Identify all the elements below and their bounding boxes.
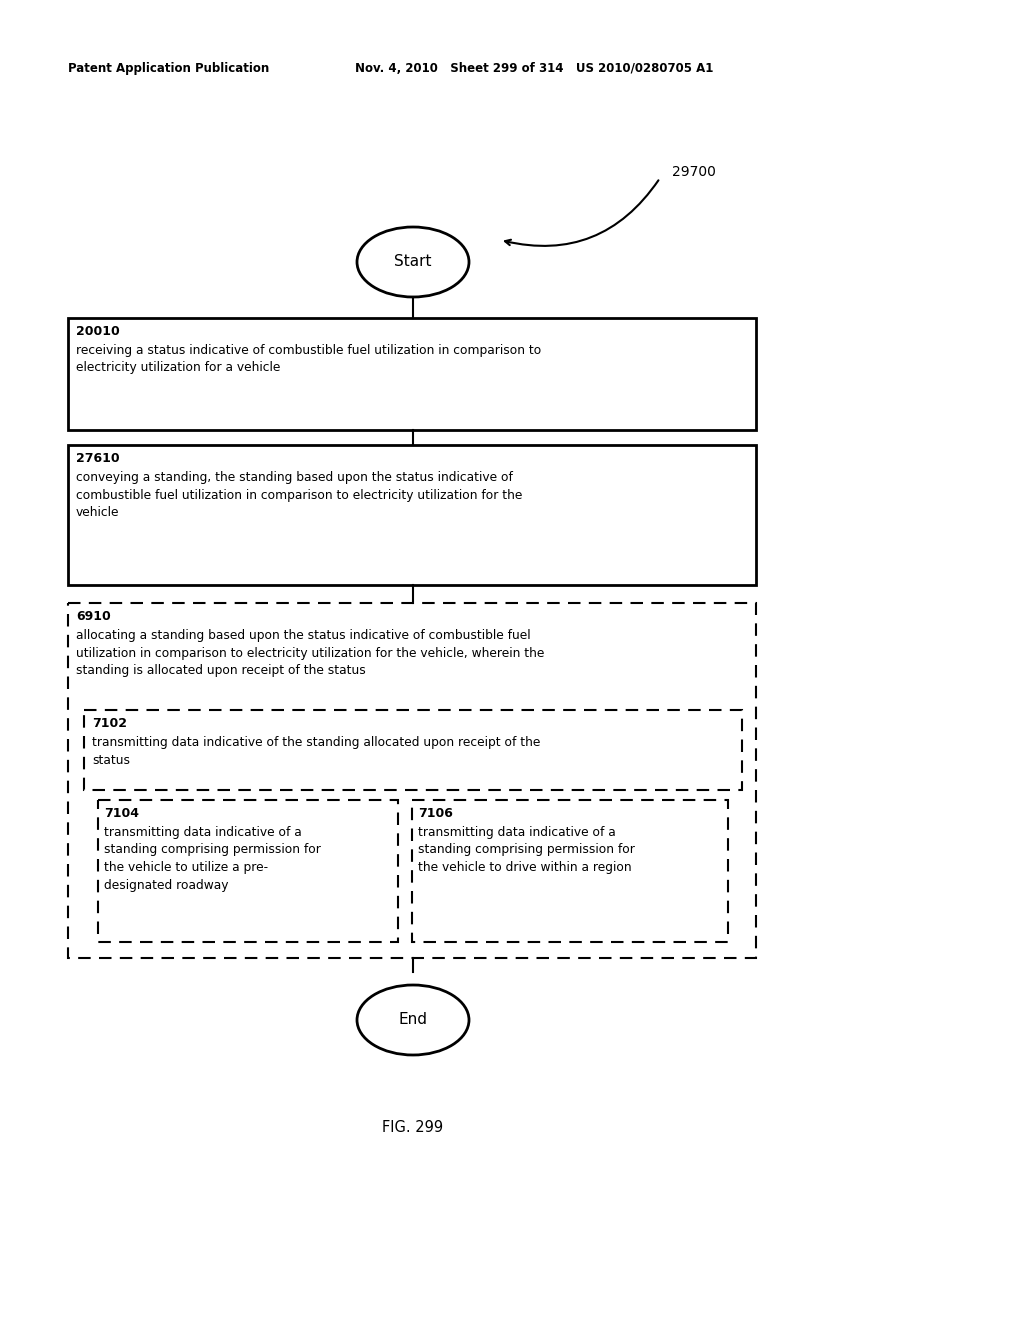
Text: 20010: 20010: [76, 325, 120, 338]
Bar: [84, 710, 742, 789]
Bar: [412, 800, 728, 942]
Text: FIG. 299: FIG. 299: [382, 1119, 443, 1135]
Text: 29700: 29700: [672, 165, 716, 180]
Text: transmitting data indicative of the standing allocated upon receipt of the
statu: transmitting data indicative of the stan…: [92, 737, 541, 767]
Text: 7106: 7106: [418, 807, 453, 820]
Bar: [98, 800, 398, 942]
Bar: [68, 603, 756, 958]
Bar: [68, 318, 756, 430]
Text: receiving a status indicative of combustible fuel utilization in comparison to
e: receiving a status indicative of combust…: [76, 345, 542, 375]
Text: allocating a standing based upon the status indicative of combustible fuel
utili: allocating a standing based upon the sta…: [76, 630, 545, 677]
Text: 6910: 6910: [76, 610, 111, 623]
Text: 7102: 7102: [92, 717, 127, 730]
Text: End: End: [398, 1012, 427, 1027]
Text: Start: Start: [394, 255, 432, 269]
Text: 27610: 27610: [76, 451, 120, 465]
Text: transmitting data indicative of a
standing comprising permission for
the vehicle: transmitting data indicative of a standi…: [104, 826, 321, 891]
Bar: [68, 445, 756, 585]
Text: 7104: 7104: [104, 807, 139, 820]
Text: Nov. 4, 2010   Sheet 299 of 314   US 2010/0280705 A1: Nov. 4, 2010 Sheet 299 of 314 US 2010/02…: [355, 62, 714, 75]
Text: transmitting data indicative of a
standing comprising permission for
the vehicle: transmitting data indicative of a standi…: [418, 826, 635, 874]
Text: Patent Application Publication: Patent Application Publication: [68, 62, 269, 75]
Text: conveying a standing, the standing based upon the status indicative of
combustib: conveying a standing, the standing based…: [76, 471, 522, 519]
